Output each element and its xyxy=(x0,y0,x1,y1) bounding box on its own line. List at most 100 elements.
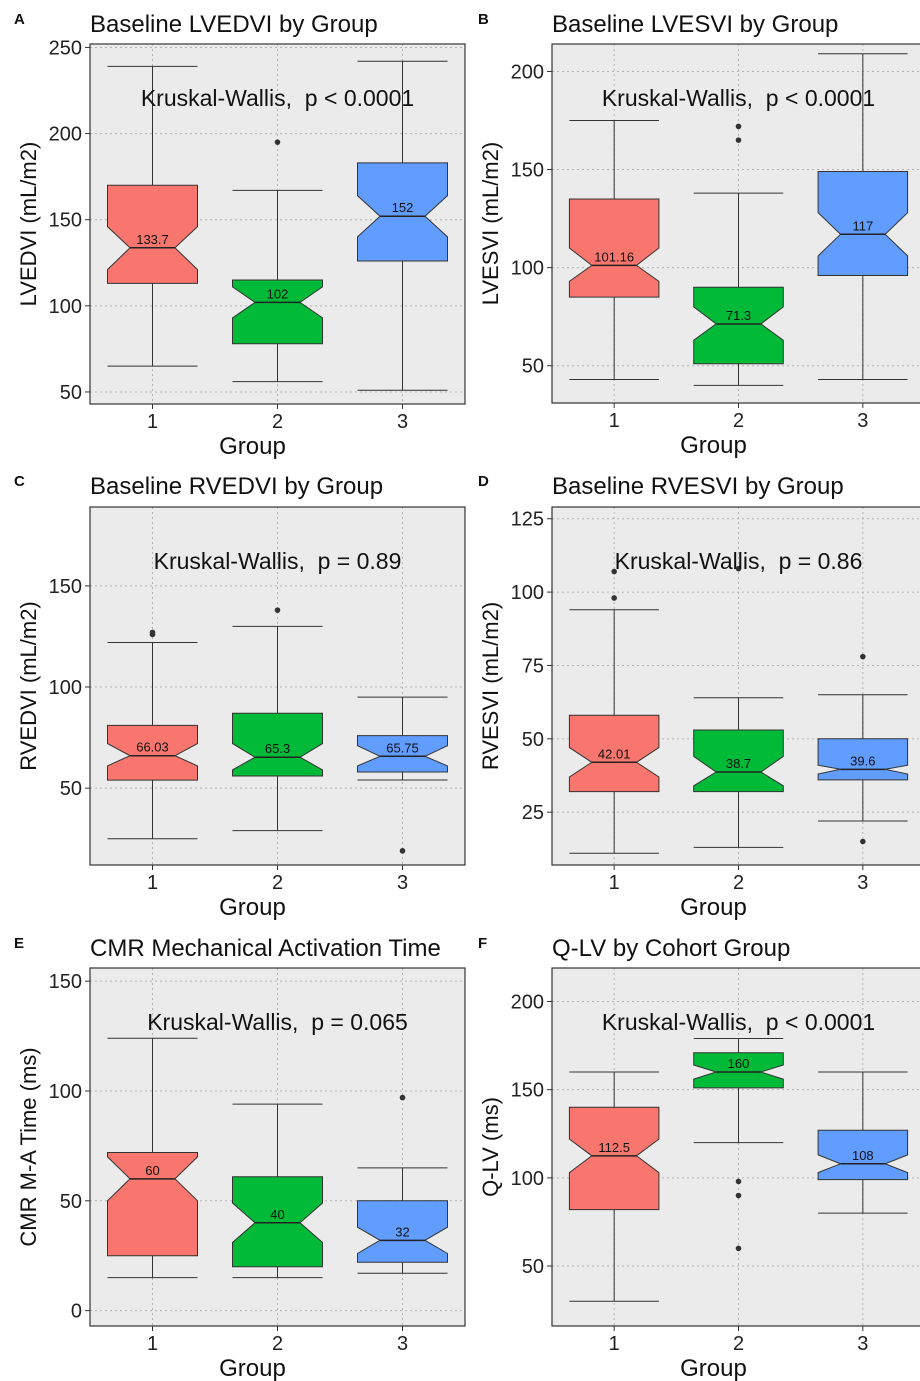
panel-letter: E xyxy=(14,935,24,952)
chart-title: Baseline LVEDVI by Group xyxy=(90,11,378,38)
box-body xyxy=(693,729,784,793)
box-group-2: 102 xyxy=(232,139,323,383)
panel-e: 60 40 32 0 50 100 150 1 2 3 Group CMR M-A Time (ms)… xyxy=(14,935,466,1381)
y-tick-label: 150 xyxy=(511,1080,544,1102)
box-body xyxy=(693,1052,784,1089)
outlier-point xyxy=(735,1245,742,1252)
x-tick-label: 2 xyxy=(733,1333,744,1355)
x-tick-label: 3 xyxy=(397,872,408,894)
box-group-2: 38.7 xyxy=(693,565,784,848)
x-tick-label: 1 xyxy=(609,872,620,894)
x-tick-label: 1 xyxy=(609,1333,620,1355)
y-tick-label: 50 xyxy=(522,356,544,378)
median-label: 65.75 xyxy=(386,740,419,755)
y-tick-label: 150 xyxy=(49,576,82,598)
median-label: 160 xyxy=(728,1056,750,1071)
panel-letter: B xyxy=(478,11,489,28)
chart-title: Baseline RVESVI by Group xyxy=(552,473,844,500)
kruskal-wallis-annotation: Kruskal-Wallis, p < 0.0001 xyxy=(141,85,414,111)
box-group-2: 160 xyxy=(693,1038,784,1252)
y-tick-label: 200 xyxy=(49,124,82,146)
box-group-3: 39.6 xyxy=(817,653,909,845)
box-group-3: 108 xyxy=(817,1071,909,1214)
box-group-2: 40 xyxy=(232,1103,323,1279)
kruskal-wallis-annotation: Kruskal-Wallis, p = 0.89 xyxy=(154,548,402,574)
x-tick-label: 2 xyxy=(272,872,283,894)
median-label: 60 xyxy=(145,1163,159,1178)
outlier-point xyxy=(274,139,281,145)
x-tick-label: 2 xyxy=(272,411,283,433)
box-group-3: 32 xyxy=(357,1094,448,1274)
y-tick-label: 50 xyxy=(60,382,82,404)
box-body xyxy=(357,162,448,262)
y-axis-label: RVESVI (mL/m2) xyxy=(478,602,503,770)
box-group-3: 65.75 xyxy=(357,696,448,854)
outlier-point xyxy=(735,1178,742,1185)
y-tick-label: 50 xyxy=(60,1191,82,1213)
x-tick-label: 3 xyxy=(397,1333,408,1355)
box-body xyxy=(107,724,198,781)
x-tick-label: 1 xyxy=(609,410,620,432)
x-tick-label: 3 xyxy=(857,1333,868,1355)
outlier-point xyxy=(611,595,617,601)
box-body xyxy=(817,1129,909,1181)
median-label: 101.16 xyxy=(594,249,634,264)
y-tick-label: 50 xyxy=(522,1256,544,1278)
box-body xyxy=(817,171,909,276)
panel-a: 133.7 102 152 50 100 150 200 250 1 2 3 Group LVEDVI … xyxy=(14,11,466,460)
chart-title: CMR Mechanical Activation Time xyxy=(90,935,441,962)
x-axis-label: Group xyxy=(219,433,286,460)
y-axis-label: CMR M-A Time (ms) xyxy=(16,1047,41,1246)
outlier-point xyxy=(399,848,406,854)
outlier-point xyxy=(735,565,742,572)
box-group-1: 42.01 xyxy=(568,568,660,854)
chart-title: Baseline LVESVI by Group xyxy=(552,11,838,38)
x-axis-label: Group xyxy=(680,432,747,459)
x-tick-label: 3 xyxy=(857,872,868,894)
x-axis-label: Group xyxy=(680,894,747,921)
median-label: 39.6 xyxy=(850,753,875,768)
box-group-2: 65.3 xyxy=(232,607,323,832)
box-body xyxy=(568,714,660,793)
box-group-1: 60 xyxy=(107,1037,198,1279)
kruskal-wallis-annotation: Kruskal-Wallis, p = 0.86 xyxy=(615,548,863,574)
panel-c: 66.03 65.3 65.75 50 100 150 1 2 3 Group RVEDVI (mL… xyxy=(14,473,466,921)
x-tick-label: 2 xyxy=(733,872,744,894)
box-group-1: 112.5 xyxy=(568,1071,660,1302)
chart-title: Baseline RVEDVI by Group xyxy=(90,473,383,500)
box-group-2: 71.3 xyxy=(693,123,784,386)
panel-letter: C xyxy=(14,473,25,490)
median-label: 40 xyxy=(270,1207,284,1222)
median-label: 38.7 xyxy=(726,756,751,771)
y-tick-label: 50 xyxy=(522,729,544,751)
y-tick-label: 100 xyxy=(511,1168,544,1190)
y-tick-label: 125 xyxy=(511,509,544,531)
panel-letter: D xyxy=(478,473,489,490)
x-axis-label: Group xyxy=(680,1355,747,1381)
plot-background xyxy=(552,507,920,865)
median-label: 102 xyxy=(267,286,289,301)
box-group-1: 66.03 xyxy=(107,629,198,840)
outlier-point xyxy=(735,1192,742,1199)
x-tick-label: 1 xyxy=(147,872,158,894)
y-tick-label: 75 xyxy=(522,655,544,677)
box-body xyxy=(357,1200,448,1263)
y-tick-label: 100 xyxy=(49,1081,82,1103)
y-tick-label: 200 xyxy=(511,61,544,83)
y-tick-label: 100 xyxy=(49,677,82,699)
y-tick-label: 25 xyxy=(522,802,544,824)
y-axis-label: Q-LV (ms) xyxy=(478,1097,503,1197)
x-tick-label: 2 xyxy=(272,1333,283,1355)
y-tick-label: 100 xyxy=(49,296,82,318)
median-label: 117 xyxy=(852,218,873,233)
y-tick-label: 150 xyxy=(511,160,544,182)
panel-letter: A xyxy=(14,11,25,28)
median-label: 108 xyxy=(852,1148,874,1163)
box-body xyxy=(357,735,448,773)
box-group-1: 101.16 xyxy=(568,120,660,380)
y-tick-label: 200 xyxy=(511,992,544,1014)
outlier-point xyxy=(860,653,866,660)
box-body xyxy=(568,198,660,298)
kruskal-wallis-annotation: Kruskal-Wallis, p = 0.065 xyxy=(147,1009,408,1035)
